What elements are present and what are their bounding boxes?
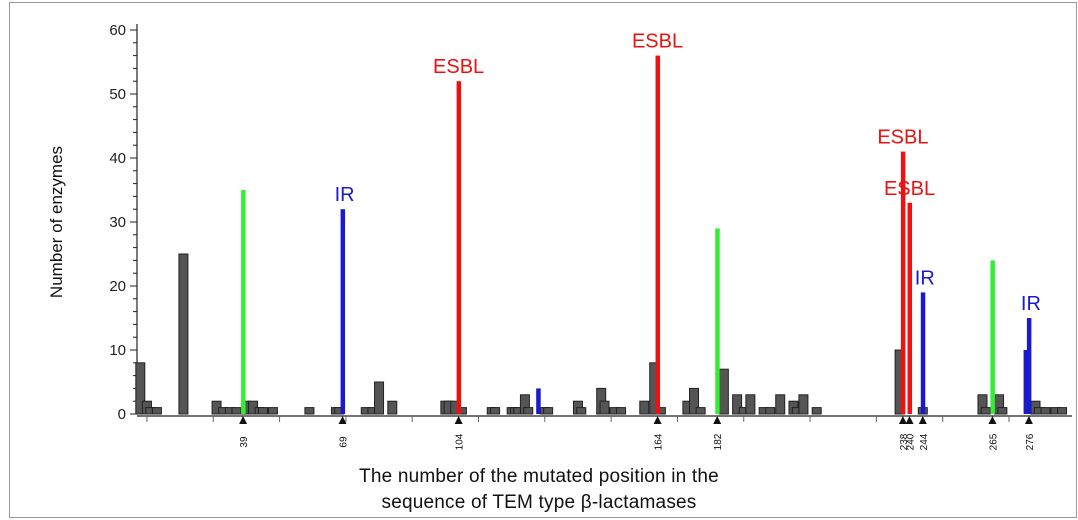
bar-highlight <box>241 190 246 414</box>
position-marker-arrow <box>898 416 907 424</box>
bar-other <box>599 400 610 415</box>
bar-other <box>543 407 554 415</box>
position-marker-arrow <box>1024 416 1033 424</box>
position-marker-arrow <box>905 416 914 424</box>
bar-ir <box>536 388 541 414</box>
y-axis-label-text: Number of enzymes <box>47 146 66 298</box>
bar-other <box>1040 407 1051 415</box>
bar-label-ir: IR <box>915 267 935 289</box>
bar-esbl <box>456 81 462 414</box>
bar-other <box>980 407 991 415</box>
bar-label-esbl: ESBL <box>877 127 928 149</box>
bar-other <box>695 407 706 415</box>
bar-label-esbl: ESBL <box>433 56 484 78</box>
bar-label-esbl: ESBL <box>632 31 683 53</box>
position-marker-arrow <box>988 416 997 424</box>
position-marker-arrow <box>454 416 463 424</box>
position-marker-label: 182 <box>713 433 724 450</box>
bar-other <box>997 407 1008 415</box>
bar-other <box>811 407 822 415</box>
bar-other <box>231 407 242 415</box>
position-marker-label: 69 <box>339 436 350 448</box>
position-marker-label: 39 <box>239 436 250 448</box>
bar-other <box>304 407 315 415</box>
bar-other <box>718 368 729 415</box>
bar-other <box>267 407 278 415</box>
position-marker-label: 238 <box>899 433 910 450</box>
y-tick-label: 10 <box>109 342 126 359</box>
position-marker-arrow <box>338 416 347 424</box>
bar-other <box>689 387 700 415</box>
bar-highlight <box>990 260 995 414</box>
bar-ir <box>1023 350 1029 414</box>
y-tick-label: 30 <box>109 214 126 231</box>
position-marker-label: 276 <box>1025 433 1036 450</box>
position-marker-arrow <box>239 416 248 424</box>
bar-other <box>616 407 627 415</box>
position-marker-label: 104 <box>455 433 466 450</box>
position-marker-label: 265 <box>988 433 999 450</box>
bar-other <box>178 253 189 415</box>
position-marker-label: 240 <box>906 433 917 450</box>
bar-ir <box>1026 318 1032 414</box>
bar-other <box>745 394 756 415</box>
bar-ir <box>920 292 926 414</box>
bar-other <box>135 362 146 415</box>
position-marker-arrow <box>713 416 722 424</box>
position-marker-arrow <box>653 416 662 424</box>
bar-other <box>257 407 268 415</box>
bar-other <box>798 394 809 415</box>
x-axis-title-line-2: sequence of TEM type β-lactamases <box>381 492 697 513</box>
bar-other <box>639 400 650 415</box>
y-tick-label: 50 <box>109 86 126 103</box>
bar-esbl <box>900 151 906 414</box>
bar-other <box>1057 407 1068 415</box>
bar-other <box>490 407 501 415</box>
position-marker-label: 164 <box>654 433 665 450</box>
x-axis-title-line-1: The number of the mutated position in th… <box>359 466 719 487</box>
bar-ir <box>340 209 346 414</box>
y-tick-label: 0 <box>118 406 126 423</box>
bar-label-esbl: ESBL <box>884 178 935 200</box>
bar-esbl <box>907 202 913 414</box>
bar-other <box>775 394 786 415</box>
bar-highlight <box>715 228 720 414</box>
bar-other <box>523 407 534 415</box>
bar-other <box>765 407 776 415</box>
bar-other <box>374 381 385 415</box>
bar-label-ir: IR <box>1021 293 1041 315</box>
bar-other <box>732 394 743 415</box>
position-marker-arrow <box>918 416 927 424</box>
y-tick-label: 20 <box>109 278 126 295</box>
bar-other <box>387 400 398 415</box>
position-marker-label: 244 <box>919 433 930 450</box>
bar-label-ir: IR <box>335 184 355 206</box>
y-tick-label: 60 <box>109 22 126 39</box>
bar-esbl <box>655 55 661 414</box>
y-tick-label: 40 <box>109 150 126 167</box>
bar-other <box>576 407 587 415</box>
chart-frame <box>9 2 1077 518</box>
bar-other <box>151 407 162 415</box>
